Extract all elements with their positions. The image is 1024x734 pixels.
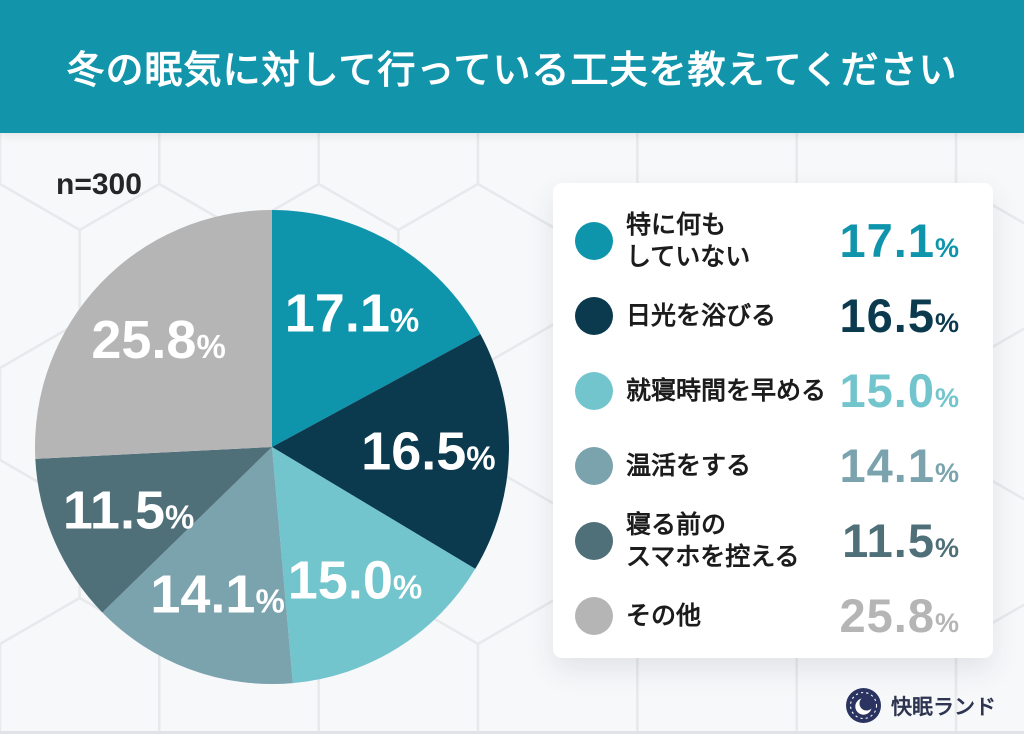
- bottom-edge-line: [0, 731, 1024, 734]
- percent-sign: %: [934, 308, 960, 338]
- pie-slice-label-2: 16.5%: [361, 421, 495, 481]
- legend-color-dot: [575, 446, 613, 485]
- brand-logo-moon-icon: [846, 688, 881, 723]
- brand-name: 快眠ランド: [891, 695, 996, 719]
- legend-color-dot: [575, 221, 613, 260]
- percent-sign: %: [934, 233, 960, 263]
- legend-item-percent-number: 11.5: [842, 514, 935, 567]
- legend-item: 就寝時間を早める 15.0%: [575, 353, 960, 428]
- legend-item-value: 11.5%: [842, 513, 960, 568]
- pie-slice-4: [102, 447, 293, 684]
- page-title: 冬の眠気に対して行っている工夫を教えてください: [66, 50, 958, 92]
- legend-color-dot: [575, 371, 613, 410]
- pie-slice-label-6: 25.8%: [91, 310, 225, 370]
- legend-item-value: 17.1%: [840, 213, 961, 268]
- legend-item: 寝る前の スマホを控える 11.5%: [575, 503, 960, 578]
- pie-slice-label-4: 14.1%: [150, 565, 284, 625]
- percent-sign: %: [934, 608, 960, 638]
- legend-item-percent-number: 25.8: [839, 589, 935, 642]
- legend-panel: 特に何も していない 17.1% 日光を浴びる 16.5% 就寝時間を早める 15…: [553, 183, 993, 658]
- legend-item-label: 特に何も していない: [626, 210, 751, 271]
- pie-slice-5: [35, 447, 272, 613]
- sample-size-label: n=300: [56, 168, 142, 201]
- legend-item-value: 14.1%: [840, 438, 961, 493]
- percent-sign: %: [934, 533, 960, 563]
- pie-slice-label-1: 17.1%: [285, 284, 419, 344]
- legend-item-percent-number: 17.1: [839, 214, 935, 267]
- legend-item: 温活をする 14.1%: [575, 428, 960, 503]
- legend-color-dot: [575, 296, 613, 335]
- legend-item-percent-number: 15.0: [839, 364, 935, 417]
- legend-color-dot: [575, 596, 613, 635]
- legend-item-value: 15.0%: [840, 363, 961, 418]
- legend-item-percent-number: 16.5: [839, 289, 935, 342]
- legend-item-label: その他: [626, 601, 702, 630]
- pie-slice-6: [35, 209, 272, 459]
- legend-item: 特に何も していない 17.1%: [575, 203, 960, 278]
- legend-item-label: 就寝時間を早める: [626, 376, 827, 405]
- percent-sign: %: [934, 458, 960, 488]
- percent-sign: %: [934, 383, 960, 413]
- pie-slice-3: [272, 447, 476, 684]
- title-banner: 冬の眠気に対して行っている工夫を教えてください: [0, 0, 1024, 133]
- legend-item-label: 寝る前の スマホを控える: [626, 510, 800, 571]
- pie-slice-label-3: 15.0%: [288, 551, 422, 611]
- legend-item-label: 温活をする: [626, 451, 752, 480]
- brand-footer: 快眠ランド: [845, 687, 996, 724]
- legend-item: 日光を浴びる 16.5%: [575, 278, 960, 353]
- legend-item: その他 25.8%: [575, 578, 960, 653]
- legend-color-dot: [575, 521, 613, 560]
- pie-slice-1: [272, 210, 481, 447]
- legend-item-percent-number: 14.1: [839, 439, 935, 492]
- legend-item-value: 16.5%: [840, 288, 961, 343]
- legend-item-value: 25.8%: [840, 588, 961, 643]
- pie-slice-2: [272, 334, 509, 569]
- pie-chart: 17.1% 16.5% 15.0%14.1% 11.5% 25.8%: [35, 209, 509, 684]
- legend-item-label: 日光を浴びる: [626, 301, 777, 330]
- pie-slice-label-5: 11.5%: [63, 481, 194, 541]
